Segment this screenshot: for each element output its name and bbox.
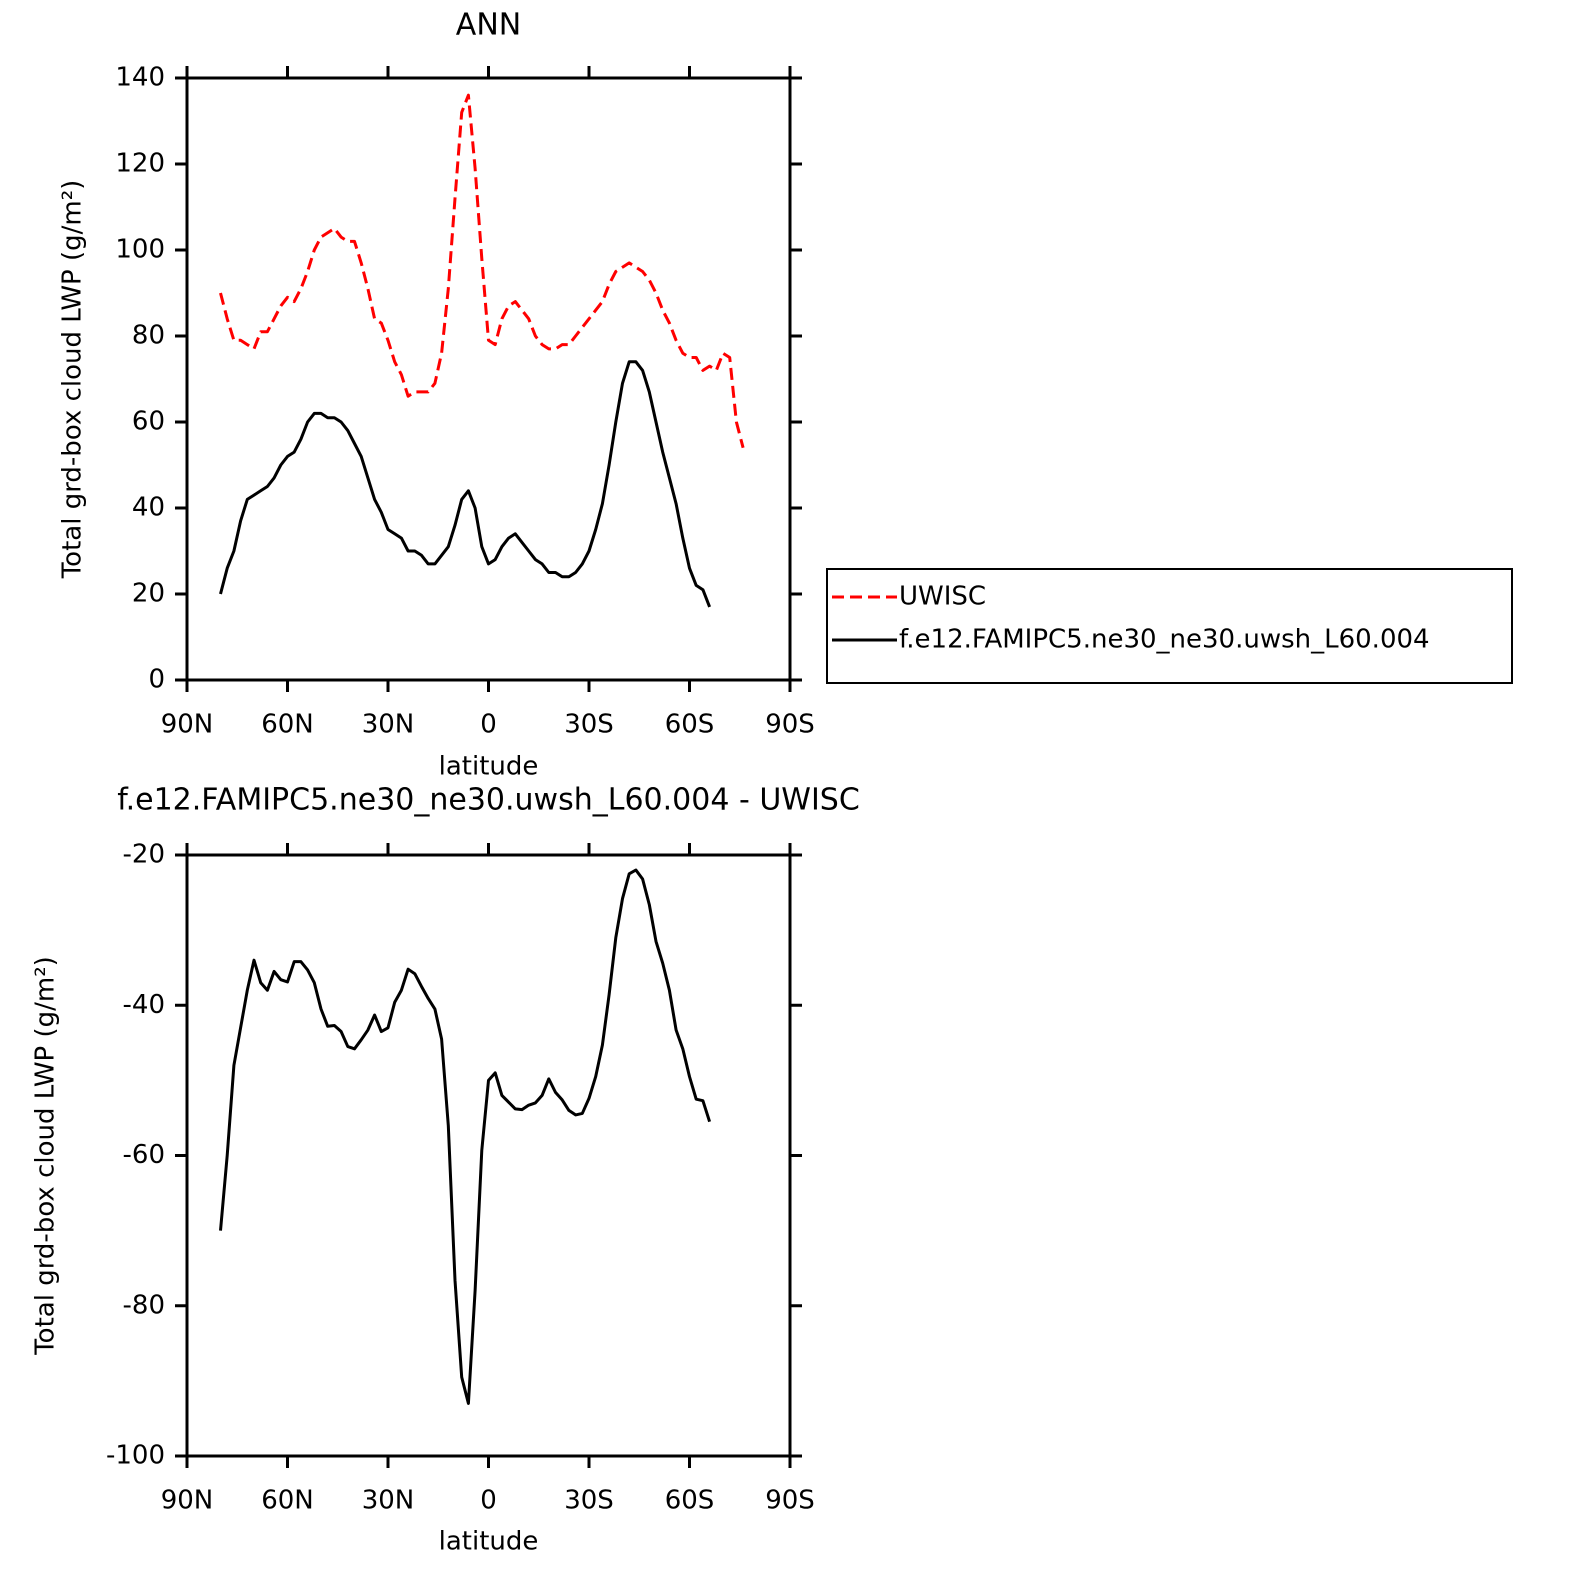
- plot-frame: [185, 76, 792, 682]
- x-tick-label: 90S: [765, 710, 815, 740]
- chart-title: f.e12.FAMIPC5.ne30_ne30.uwsh_L60.004 - U…: [117, 783, 860, 818]
- x-tick-label: 30S: [564, 1486, 614, 1516]
- y-tick-label: 60: [132, 407, 165, 437]
- x-tick-label: 30N: [362, 710, 415, 740]
- x-tick-label: 90N: [161, 710, 214, 740]
- legend-box: [826, 568, 1513, 684]
- legend-label: f.e12.FAMIPC5.ne30_ne30.uwsh_L60.004: [899, 625, 1430, 655]
- x-tick-label: 60N: [261, 710, 314, 740]
- x-tick-label: 30S: [564, 710, 614, 740]
- y-tick-label: 80: [132, 321, 165, 351]
- data-line: [219, 360, 711, 608]
- data-line: [219, 868, 712, 1405]
- y-tick-label: 140: [115, 63, 165, 93]
- y-tick-label: 0: [148, 665, 165, 695]
- y-axis-label: Total grd-box cloud LWP (g/m²): [58, 180, 88, 580]
- y-tick-label: -40: [123, 990, 165, 1020]
- x-tick-label: 90S: [765, 1486, 815, 1516]
- plot-frame: [185, 853, 792, 1458]
- x-tick-label: 60N: [261, 1486, 314, 1516]
- y-tick-label: 20: [132, 579, 165, 609]
- chart-title: ANN: [456, 8, 521, 43]
- x-tick-label: 60S: [665, 1486, 715, 1516]
- data-line: [219, 93, 745, 449]
- x-tick-label: 30N: [362, 1486, 415, 1516]
- y-tick-label: 120: [115, 149, 165, 179]
- x-tick-label: 0: [480, 710, 497, 740]
- y-axis-label: Total grd-box cloud LWP (g/m²): [31, 956, 61, 1356]
- y-tick-label: -80: [123, 1290, 165, 1320]
- y-tick-label: -100: [106, 1441, 165, 1471]
- y-tick-label: 40: [132, 493, 165, 523]
- x-axis-label: latitude: [439, 752, 539, 782]
- x-tick-label: 0: [480, 1486, 497, 1516]
- x-tick-label: 90N: [161, 1486, 214, 1516]
- legend-label: UWISC: [899, 582, 986, 612]
- y-tick-label: 100: [115, 235, 165, 265]
- x-axis-label: latitude: [439, 1527, 539, 1557]
- x-tick-label: 60S: [665, 710, 715, 740]
- y-tick-label: -20: [123, 840, 165, 870]
- y-tick-label: -60: [123, 1140, 165, 1170]
